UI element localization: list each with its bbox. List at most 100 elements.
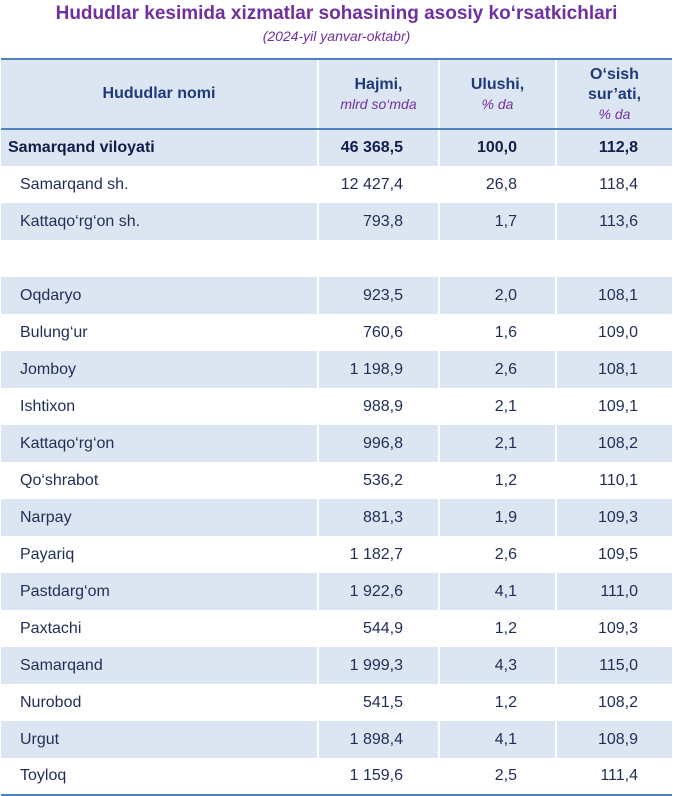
table-header: Hududlar nomi Hajmi, mlrd so‘mda Ulushi,… bbox=[1, 58, 672, 130]
share-value: 4,1 bbox=[438, 721, 556, 758]
region-name: Payariq bbox=[1, 536, 318, 573]
volume-value: 1 182,7 bbox=[317, 536, 439, 573]
growth-value: 110,1 bbox=[555, 462, 672, 499]
region-name: Paxtachi bbox=[1, 610, 318, 647]
growth-value: 118,4 bbox=[555, 166, 672, 203]
share-value: 1,2 bbox=[438, 684, 556, 721]
volume-value: 536,2 bbox=[317, 462, 439, 499]
table-row: Payariq 1 182,7 2,6 109,5 bbox=[1, 536, 672, 573]
header-growth-label-2: sur’ati, bbox=[587, 86, 642, 103]
header-name: Hududlar nomi bbox=[1, 58, 318, 130]
share-value: 1,6 bbox=[438, 314, 556, 351]
region-name: Kattaqo‘rg‘on sh. bbox=[1, 203, 318, 240]
growth-value: 108,2 bbox=[555, 684, 672, 721]
header-share-label: Ulushi, bbox=[470, 76, 525, 93]
share-value: 2,6 bbox=[438, 536, 556, 573]
table-row: Narpay 881,3 1,9 109,3 bbox=[1, 499, 672, 536]
table-row: Samarqand sh. 12 427,4 26,8 118,4 bbox=[1, 166, 672, 203]
region-name: Pastdarg‘om bbox=[1, 573, 318, 610]
table-row: Paxtachi 544,9 1,2 109,3 bbox=[1, 610, 672, 647]
share-value bbox=[438, 240, 556, 277]
volume-value: 46 368,5 bbox=[317, 129, 439, 166]
share-value: 100,0 bbox=[438, 129, 556, 166]
volume-value bbox=[317, 240, 439, 277]
volume-value: 1 898,4 bbox=[317, 721, 439, 758]
share-value: 4,3 bbox=[438, 647, 556, 684]
share-value: 2,5 bbox=[438, 758, 556, 796]
table-body: Samarqand viloyati 46 368,5 100,0 112,8 Sama… bbox=[1, 129, 672, 796]
page-subtitle: (2024-yil yanvar-oktabr) bbox=[262, 28, 411, 44]
region-name bbox=[1, 240, 318, 277]
header-growth-label-1: O‘sish bbox=[590, 66, 639, 83]
volume-value: 988,9 bbox=[317, 388, 439, 425]
table-row: Kattaqo‘rg‘on sh. 793,8 1,7 113,6 bbox=[1, 203, 672, 240]
share-value: 2,0 bbox=[438, 277, 556, 314]
region-name: Nurobod bbox=[1, 684, 318, 721]
volume-value: 996,8 bbox=[317, 425, 439, 462]
share-value: 26,8 bbox=[438, 166, 556, 203]
region-name: Samarqand viloyati bbox=[1, 129, 318, 166]
growth-value bbox=[555, 240, 672, 277]
volume-value: 12 427,4 bbox=[317, 166, 439, 203]
growth-value: 109,3 bbox=[555, 610, 672, 647]
growth-value: 111,0 bbox=[555, 573, 672, 610]
table-row: Ishtixon 988,9 2,1 109,1 bbox=[1, 388, 672, 425]
header-volume-unit: mlrd so‘mda bbox=[340, 96, 417, 112]
page-title: Hududlar kesimida xizmatlar sohasining a… bbox=[55, 3, 618, 24]
growth-value: 115,0 bbox=[555, 647, 672, 684]
growth-value: 109,3 bbox=[555, 499, 672, 536]
share-value: 1,7 bbox=[438, 203, 556, 240]
table-row: Jomboy 1 198,9 2,6 108,1 bbox=[1, 351, 672, 388]
volume-value: 541,5 bbox=[317, 684, 439, 721]
volume-value: 923,5 bbox=[317, 277, 439, 314]
share-value: 1,2 bbox=[438, 610, 556, 647]
volume-value: 793,8 bbox=[317, 203, 439, 240]
volume-value: 1 159,6 bbox=[317, 758, 439, 796]
share-value: 1,2 bbox=[438, 462, 556, 499]
header-volume: Hajmi, mlrd so‘mda bbox=[317, 58, 439, 130]
volume-value: 544,9 bbox=[317, 610, 439, 647]
region-name: Ishtixon bbox=[1, 388, 318, 425]
region-name: Jomboy bbox=[1, 351, 318, 388]
growth-value: 108,1 bbox=[555, 277, 672, 314]
share-value: 2,1 bbox=[438, 388, 556, 425]
share-value: 2,6 bbox=[438, 351, 556, 388]
volume-value: 1 999,3 bbox=[317, 647, 439, 684]
table-row: Samarqand 1 999,3 4,3 115,0 bbox=[1, 647, 672, 684]
header-name-label: Hududlar nomi bbox=[102, 85, 216, 102]
table-row: Kattaqo‘rg‘on 996,8 2,1 108,2 bbox=[1, 425, 672, 462]
region-name: Urgut bbox=[1, 721, 318, 758]
volume-value: 1 922,6 bbox=[317, 573, 439, 610]
header-share-unit: % da bbox=[481, 96, 514, 112]
header-share: Ulushi, % da bbox=[438, 58, 556, 130]
share-value: 4,1 bbox=[438, 573, 556, 610]
share-value: 2,1 bbox=[438, 425, 556, 462]
growth-value: 109,0 bbox=[555, 314, 672, 351]
table-row: Qo‘shrabot 536,2 1,2 110,1 bbox=[1, 462, 672, 499]
volume-value: 760,6 bbox=[317, 314, 439, 351]
region-name: Samarqand bbox=[1, 647, 318, 684]
header-growth-unit: % da bbox=[598, 106, 631, 122]
growth-value: 108,2 bbox=[555, 425, 672, 462]
table-row: Nurobod 541,5 1,2 108,2 bbox=[1, 684, 672, 721]
region-name: Kattaqo‘rg‘on bbox=[1, 425, 318, 462]
region-name: Oqdaryo bbox=[1, 277, 318, 314]
region-name: Toyloq bbox=[1, 758, 318, 796]
region-name: Bulung‘ur bbox=[1, 314, 318, 351]
share-value: 1,9 bbox=[438, 499, 556, 536]
growth-value: 112,8 bbox=[555, 129, 672, 166]
volume-value: 1 198,9 bbox=[317, 351, 439, 388]
table-row: Toyloq 1 159,6 2,5 111,4 bbox=[1, 758, 672, 796]
growth-value: 108,9 bbox=[555, 721, 672, 758]
volume-value: 881,3 bbox=[317, 499, 439, 536]
growth-value: 113,6 bbox=[555, 203, 672, 240]
table-row: Bulung‘ur 760,6 1,6 109,0 bbox=[1, 314, 672, 351]
growth-value: 109,1 bbox=[555, 388, 672, 425]
region-name: Qo‘shrabot bbox=[1, 462, 318, 499]
table-row bbox=[1, 240, 672, 277]
header-growth: O‘sish sur’ati, % da bbox=[555, 58, 672, 130]
regions-table: Hududlar nomi Hajmi, mlrd so‘mda Ulushi,… bbox=[1, 58, 672, 796]
growth-value: 108,1 bbox=[555, 351, 672, 388]
table-row: Oqdaryo 923,5 2,0 108,1 bbox=[1, 277, 672, 314]
region-name: Narpay bbox=[1, 499, 318, 536]
